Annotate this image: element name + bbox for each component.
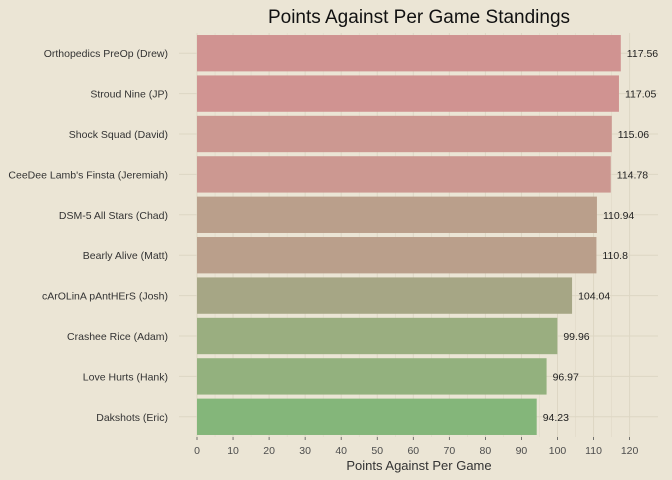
category-label: Love Hurts (Hank) — [83, 371, 168, 383]
bar — [197, 115, 612, 153]
x-axis-ticks: 0 10 20 30 40 50 60 70 80 90 100 110 120 — [194, 437, 639, 457]
category-labels: Orthopedics PreOp (Drew) Stroud Nine (JP)… — [8, 48, 168, 424]
tick-label: 60 — [407, 445, 419, 457]
category-label: Shock Squad (David) — [69, 129, 168, 141]
value-label: 114.78 — [617, 169, 648, 181]
value-label: 110.8 — [602, 250, 628, 262]
bar — [197, 358, 547, 395]
category-label: Dakshots (Eric) — [96, 412, 168, 424]
tick-label: 30 — [299, 445, 311, 457]
value-label: 94.23 — [543, 412, 569, 424]
tick-label: 0 — [194, 445, 200, 457]
category-label: cArOLinA pAntHErS (Josh) — [42, 291, 168, 303]
value-label: 117.05 — [625, 89, 656, 101]
tick-label: 50 — [371, 445, 383, 457]
tick-label: 110 — [585, 445, 602, 457]
bar — [197, 277, 573, 314]
tick-label: 100 — [549, 445, 567, 457]
tick-label: 80 — [480, 445, 492, 457]
bar — [197, 75, 619, 112]
category-label: Bearly Alive (Matt) — [83, 250, 168, 262]
value-label: 96.97 — [553, 371, 579, 383]
value-label: 115.06 — [618, 129, 649, 141]
bar — [197, 237, 597, 274]
bar — [197, 156, 611, 193]
category-label: Stroud Nine (JP) — [90, 89, 168, 101]
tick-label: 10 — [227, 445, 239, 457]
category-label: CeeDee Lamb's Finsta (Jeremiah) — [8, 169, 168, 181]
tick-label: 90 — [516, 445, 528, 457]
category-label: Crashee Rice (Adam) — [67, 331, 168, 343]
tick-label: 120 — [621, 445, 639, 457]
bars — [197, 35, 621, 435]
bar — [197, 196, 597, 233]
bar — [197, 35, 621, 72]
bar — [197, 398, 537, 435]
value-labels: 117.56 117.05 115.06 114.78 110.94 110.8 104.0… — [543, 48, 659, 424]
chart-title: Points Against Per Game Standings — [268, 7, 570, 28]
tick-label: 70 — [444, 445, 456, 457]
value-label: 99.96 — [563, 331, 589, 343]
category-label: Orthopedics PreOp (Drew) — [44, 48, 168, 60]
bar — [197, 317, 558, 355]
value-label: 104.04 — [578, 291, 610, 303]
category-label: DSM-5 All Stars (Chad) — [59, 210, 168, 222]
tick-label: 40 — [335, 445, 347, 457]
value-label: 117.56 — [627, 48, 658, 60]
value-label: 110.94 — [603, 210, 634, 222]
x-axis-title: Points Against Per Game — [346, 458, 491, 473]
tick-label: 20 — [263, 445, 275, 457]
